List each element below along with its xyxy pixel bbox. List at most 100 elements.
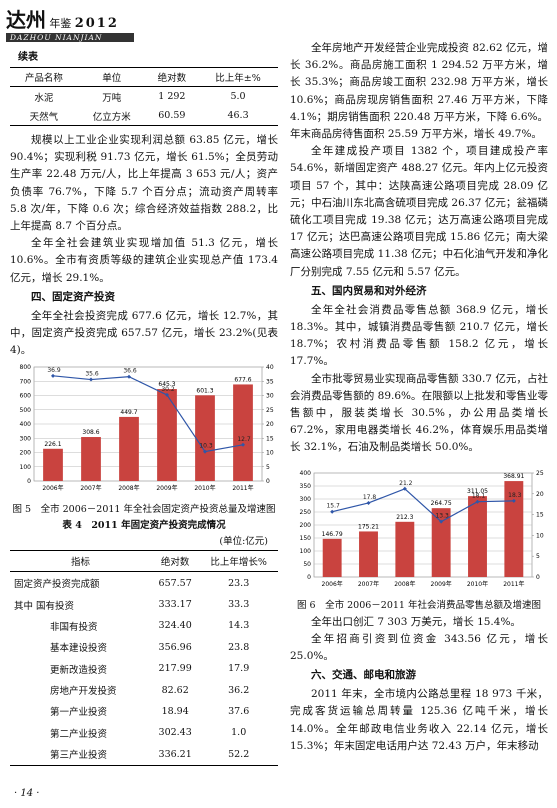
cell: 33.3: [228, 599, 250, 611]
growth-line: [332, 487, 514, 523]
y2-tick-label: 25: [266, 407, 274, 414]
bar: [322, 538, 342, 577]
x-tick-label: 2010年: [194, 484, 215, 492]
table-row: 水泥 万吨 1 292 5.0: [10, 87, 278, 107]
bar-label: 226.1: [44, 441, 61, 448]
header-pinyin: DAZHOU NIANJIAN: [6, 33, 134, 42]
cell: 52.2: [199, 743, 278, 766]
table-header: 产品名称 单位 绝对数 比上年±%: [10, 67, 278, 87]
page-number: · 14 ·: [14, 788, 40, 799]
y-tick-label: 350: [300, 483, 312, 490]
growth-label: 35.6: [85, 371, 99, 378]
cell: 17.9: [228, 663, 250, 675]
paragraph: 全年招商引资到位资金 343.56 亿元，增长 25.0%。: [290, 632, 548, 663]
header-cell: 产品名称: [10, 67, 78, 87]
table-title: 表 4 2011 年固定资产投资完成情况: [62, 520, 226, 532]
header-subtitle: 年鉴: [49, 17, 72, 30]
cell: 天然气: [10, 106, 78, 126]
growth-label: 10.3: [199, 443, 213, 450]
cell: 46.3: [198, 106, 278, 126]
header-cell: 单位: [77, 67, 146, 87]
paragraph: 2011 年末，全市境内公路总里程 18 973 千米，完成客货运输总周转量 1…: [290, 688, 548, 752]
header-cell: 指标: [10, 550, 151, 573]
cell: 亿立方米: [77, 106, 146, 126]
table-row: 天然气 亿立方米 60.59 46.3: [10, 106, 278, 126]
section-heading: 六、交通、邮电和旅游: [311, 669, 416, 682]
growth-label: 12.7: [237, 436, 251, 443]
x-tick-label: 2006年: [322, 580, 343, 588]
x-tick-label: 2006年: [42, 484, 63, 492]
y2-tick-label: 15: [536, 511, 544, 518]
header-cell: 绝对数: [145, 67, 199, 87]
y-tick-label: 800: [20, 364, 32, 371]
cell: 302.43: [158, 727, 192, 739]
growth-label: 18.1: [472, 492, 486, 499]
bar-label: 645.3: [158, 381, 175, 388]
table-row: 第一产业投资 18.94 37.6: [10, 701, 278, 722]
chart: 0 50 100 150 200 250 300 350 400 0 5 10 15 20 25 146.79…: [300, 470, 544, 588]
table-row: 第二产业投资 302.43 1.0: [10, 722, 278, 743]
table-row: 第三产业投资 336.21 52.2: [10, 743, 278, 766]
bar: [468, 495, 487, 577]
cell: 23.8: [228, 641, 250, 653]
y2-tick-label: 20: [536, 490, 544, 497]
paragraph: 全年出口创汇 7 303 万美元，增长 15.4%。: [311, 615, 521, 628]
cell: 其中 国有投资: [14, 600, 75, 612]
cell: 333.17: [158, 599, 192, 611]
cell: 1.0: [231, 727, 247, 739]
cell: 60.59: [145, 106, 199, 126]
figure-caption: 图 6 全市 2006－2011 年社会消费品零售总额及增速图: [297, 599, 541, 611]
x-tick-label: 2007年: [358, 580, 379, 588]
header: 达州 年鉴 2012 DAZHOU NIANJIAN: [6, 4, 146, 42]
bar: [395, 521, 415, 577]
y2-tick-label: 5: [266, 464, 270, 471]
header-title: 达州: [6, 8, 46, 32]
bar-label: 146.79: [322, 531, 343, 538]
y2-tick-label: 0: [536, 574, 540, 581]
cell: 217.99: [158, 663, 192, 675]
growth-marker: [127, 375, 131, 380]
table-unit: (单位:亿元): [219, 536, 268, 548]
bar-label: 449.7: [120, 409, 137, 416]
y-tick-label: 400: [20, 421, 32, 428]
y-tick-label: 200: [300, 522, 312, 529]
bar-label: 601.3: [196, 388, 213, 395]
y2-tick-label: 25: [536, 470, 544, 477]
cell: 5.0: [230, 91, 246, 102]
cell: 第一产业投资: [50, 707, 108, 719]
header-year: 2012: [74, 16, 119, 31]
cell: 37.6: [228, 705, 250, 717]
growth-marker: [366, 500, 371, 505]
cell: 房地产开发投资: [50, 686, 117, 698]
bar-label: 308.6: [82, 429, 99, 436]
bar-label: 311.05: [467, 488, 488, 495]
y-tick-label: 400: [300, 470, 312, 477]
cell: 36.2: [228, 684, 250, 696]
bar: [119, 417, 139, 482]
table-header: 指标 绝对数 比上年增长%: [10, 550, 278, 573]
header-cell: 绝对数: [150, 550, 200, 573]
growth-marker: [165, 393, 169, 398]
header-cell: 比上年增长%: [199, 550, 278, 573]
y-tick-label: 50: [303, 561, 311, 568]
left-column: 续表 产品名称 单位 绝对数 比上年±% 水泥 万吨 1 292 5.0 天然气 亿立方米 60.5…: [10, 46, 278, 766]
paragraph: 全年全社会建筑业实现增加值 51.3 亿元，增长 10.6%。全市有资质等级的建…: [10, 237, 278, 284]
cell: 万吨: [102, 92, 122, 104]
cell: 657.57: [158, 577, 192, 589]
y-tick-label: 700: [20, 379, 32, 386]
bar: [81, 437, 101, 482]
growth-label: 36.6: [123, 368, 137, 375]
table-row: 基本建设投资 356.96 23.8: [10, 637, 278, 658]
right-column: 全年房地产开发经营企业完成投资 82.62 亿元，增长 36.2%。商品房施工面…: [290, 40, 548, 755]
section-heading: 五、国内贸易和对外经济: [311, 284, 427, 297]
cell: 1 292: [158, 91, 186, 102]
bar: [233, 384, 253, 482]
y-tick-label: 0: [27, 478, 31, 485]
cell: 18.94: [161, 705, 189, 717]
cell: 356.96: [158, 641, 192, 653]
paragraph: 全市批零贸易业实现商品零售额 330.7 亿元，占社会消费品零售额的 89.6%…: [290, 372, 548, 454]
table: 指标 绝对数 比上年增长% 固定资产投资完成额 657.57 23.3 其中 国有投资 333…: [10, 550, 278, 766]
cell: 基本建设投资: [50, 643, 108, 655]
growth-marker: [203, 450, 207, 455]
